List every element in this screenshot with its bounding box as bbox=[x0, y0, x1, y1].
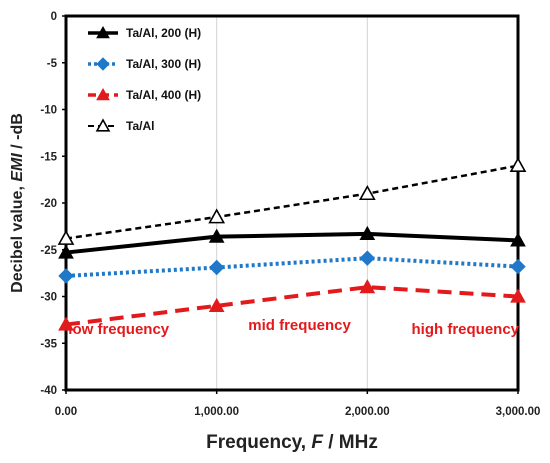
x-tick-label: 0.00 bbox=[55, 406, 77, 418]
y-tick-label: -10 bbox=[40, 105, 57, 117]
legend-item-ta-al-300-h: Ta/Al, 300 (H) bbox=[88, 57, 201, 71]
x-tick-label: 3,000.00 bbox=[496, 406, 541, 418]
legend: Ta/Al, 200 (H) Ta/Al, 300 (H) Ta/Al, 400 (… bbox=[88, 25, 201, 133]
series-ta-al bbox=[57, 156, 527, 245]
data-point bbox=[358, 185, 376, 201]
y-tick-label: -40 bbox=[40, 385, 57, 397]
series-line bbox=[65, 231, 519, 255]
data-point bbox=[208, 208, 226, 224]
y-axis-title-suffix: / -dB bbox=[9, 113, 26, 153]
y-tick-label: -15 bbox=[40, 151, 57, 163]
annotation-label: mid frequency bbox=[248, 317, 351, 334]
legend-item-ta-al-400-h: Ta/Al, 400 (H) bbox=[88, 87, 201, 102]
series-ta-al-200-h bbox=[58, 225, 526, 259]
legend-marker bbox=[96, 87, 110, 101]
data-point bbox=[58, 316, 74, 331]
x-axis-ticks: 0.00 1,000.00 2,000.00 3,000.00 bbox=[55, 390, 541, 418]
series-ta-al-400-h bbox=[58, 279, 526, 331]
y-axis-title: Decibel value, EMI / -dB bbox=[9, 113, 26, 293]
series-ta-al-300-h bbox=[58, 250, 526, 284]
series-line bbox=[65, 285, 519, 327]
data-point bbox=[58, 268, 74, 284]
x-tick-label: 2,000.00 bbox=[345, 406, 390, 418]
data-point bbox=[509, 156, 527, 172]
y-tick-label: -5 bbox=[47, 58, 58, 70]
y-axis-title-prefix: Decibel value, bbox=[9, 182, 26, 293]
legend-marker bbox=[95, 118, 111, 132]
x-axis-title-suffix: / MHz bbox=[323, 432, 378, 453]
legend-item-ta-al-200-h: Ta/Al, 200 (H) bbox=[88, 25, 201, 40]
y-tick-label: -25 bbox=[40, 245, 57, 257]
series-group bbox=[57, 156, 527, 331]
data-point bbox=[208, 259, 225, 276]
legend-marker bbox=[96, 25, 110, 39]
data-point bbox=[510, 258, 526, 275]
legend-item-ta-al: Ta/Al bbox=[88, 118, 154, 133]
gridlines bbox=[216, 16, 368, 390]
y-tick-label: -20 bbox=[40, 198, 57, 210]
x-tick-label: 1,000.00 bbox=[194, 406, 239, 418]
y-tick-label: -35 bbox=[40, 338, 57, 350]
y-tick-label: -30 bbox=[40, 292, 57, 304]
x-axis-title-prefix: Frequency, bbox=[206, 432, 311, 453]
legend-marker bbox=[96, 57, 110, 71]
data-point bbox=[510, 288, 526, 303]
annotation-label: low frequency bbox=[68, 321, 170, 338]
y-tick-label: 0 bbox=[51, 11, 57, 23]
x-axis-title: Frequency, F / MHz bbox=[206, 432, 378, 453]
series-line bbox=[65, 164, 519, 240]
legend-label: Ta/Al bbox=[126, 119, 154, 133]
data-point bbox=[359, 279, 376, 294]
data-point bbox=[208, 228, 225, 243]
y-axis-title-variable: EMI bbox=[9, 153, 26, 182]
data-point bbox=[57, 229, 75, 245]
annotations: low frequency mid frequency high frequency bbox=[68, 317, 519, 338]
data-point bbox=[58, 244, 74, 259]
legend-label: Ta/Al, 300 (H) bbox=[126, 57, 201, 71]
series-line bbox=[65, 256, 519, 278]
data-point bbox=[359, 225, 376, 240]
data-point bbox=[208, 297, 225, 312]
data-point bbox=[359, 250, 376, 266]
legend-label: Ta/Al, 400 (H) bbox=[126, 88, 201, 102]
annotation-label: high frequency bbox=[412, 321, 520, 338]
y-axis-ticks: 0 -5 -10 -15 -20 -25 -30 -35 -40 bbox=[40, 11, 66, 397]
x-axis-title-variable: F bbox=[311, 432, 324, 453]
data-point bbox=[510, 232, 526, 247]
legend-label: Ta/Al, 200 (H) bbox=[126, 26, 201, 40]
